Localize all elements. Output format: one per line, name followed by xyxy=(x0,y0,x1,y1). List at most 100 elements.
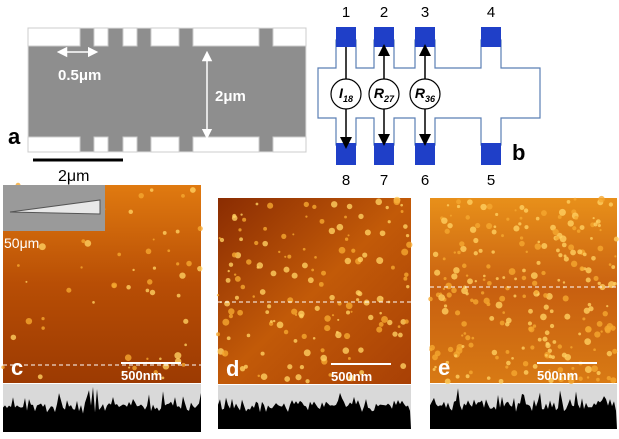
particle xyxy=(433,252,438,257)
particle xyxy=(129,210,133,214)
particle xyxy=(226,278,231,283)
particle xyxy=(558,215,562,219)
particle xyxy=(570,250,576,256)
particle xyxy=(464,332,467,335)
particle xyxy=(574,216,578,220)
scale-bar-label: 500nm xyxy=(537,368,578,383)
particle xyxy=(284,267,290,273)
particle xyxy=(241,285,246,290)
particle xyxy=(506,361,511,366)
particle xyxy=(308,277,314,283)
particle xyxy=(442,308,449,315)
particle xyxy=(500,321,505,326)
particle xyxy=(38,374,43,379)
particle xyxy=(578,377,582,381)
sem-image xyxy=(28,28,306,152)
particle xyxy=(433,368,436,371)
particle xyxy=(198,226,203,231)
particle xyxy=(596,378,600,382)
particle xyxy=(428,297,432,301)
particle xyxy=(351,311,353,313)
particle xyxy=(388,220,391,223)
particle xyxy=(542,337,547,342)
particle xyxy=(176,262,179,265)
particle xyxy=(39,243,46,250)
particle xyxy=(391,266,395,270)
afm-image xyxy=(216,197,412,384)
particle xyxy=(320,355,327,362)
particle xyxy=(265,310,269,314)
particle xyxy=(513,295,516,298)
particle xyxy=(563,295,569,301)
particle xyxy=(499,379,504,384)
pin-number: 1 xyxy=(342,4,350,21)
particle xyxy=(475,223,480,228)
panel-label: b xyxy=(512,140,525,165)
particle xyxy=(242,218,246,222)
particle xyxy=(429,348,432,351)
particle xyxy=(506,318,512,324)
particle xyxy=(568,244,574,250)
gap-width-label: 0.5μm xyxy=(58,67,101,84)
particle xyxy=(473,238,478,243)
particle xyxy=(524,225,528,229)
particle xyxy=(520,236,523,239)
particle xyxy=(197,266,202,271)
particle xyxy=(244,365,248,369)
particle xyxy=(537,261,541,265)
particle xyxy=(344,333,350,339)
particle xyxy=(132,269,134,271)
particle xyxy=(235,276,241,282)
particle xyxy=(376,257,383,264)
particle xyxy=(496,302,503,309)
particle xyxy=(528,309,533,314)
particle xyxy=(474,251,478,255)
particle xyxy=(603,311,608,316)
particle xyxy=(541,243,547,249)
particle xyxy=(556,249,560,253)
pin-number: 2 xyxy=(380,4,388,21)
particle xyxy=(502,311,505,314)
particle xyxy=(444,304,447,307)
particle xyxy=(267,304,271,308)
particle xyxy=(578,332,581,335)
particle xyxy=(607,376,611,380)
particle xyxy=(550,324,554,328)
particle xyxy=(515,209,517,211)
particle xyxy=(593,217,595,219)
particle xyxy=(263,227,267,231)
particle xyxy=(457,205,460,208)
particle xyxy=(434,366,436,368)
particle xyxy=(461,321,467,327)
particle xyxy=(505,366,508,369)
particle xyxy=(227,336,231,340)
particle xyxy=(600,330,602,332)
particle xyxy=(257,262,263,268)
pin-number: 4 xyxy=(487,4,495,21)
scale-bar-label: 500nm xyxy=(121,368,162,383)
particle xyxy=(111,282,117,288)
panel-label: c xyxy=(11,355,23,380)
tip-inset xyxy=(3,185,105,231)
particle xyxy=(466,274,468,276)
particle xyxy=(522,295,526,299)
particle xyxy=(598,246,604,252)
particle xyxy=(387,320,392,325)
particle xyxy=(339,247,346,254)
particle xyxy=(606,305,608,307)
particle xyxy=(580,225,585,230)
particle xyxy=(586,277,591,282)
particle xyxy=(513,225,519,231)
particle xyxy=(481,291,484,294)
particle xyxy=(404,272,408,276)
particle xyxy=(247,334,251,338)
particle xyxy=(609,202,613,206)
particle xyxy=(262,241,268,247)
particle xyxy=(549,355,553,359)
particle xyxy=(585,326,591,332)
particle xyxy=(577,249,582,254)
particle xyxy=(324,325,330,331)
particle xyxy=(457,251,460,254)
particle xyxy=(228,308,234,314)
particle xyxy=(590,237,593,240)
